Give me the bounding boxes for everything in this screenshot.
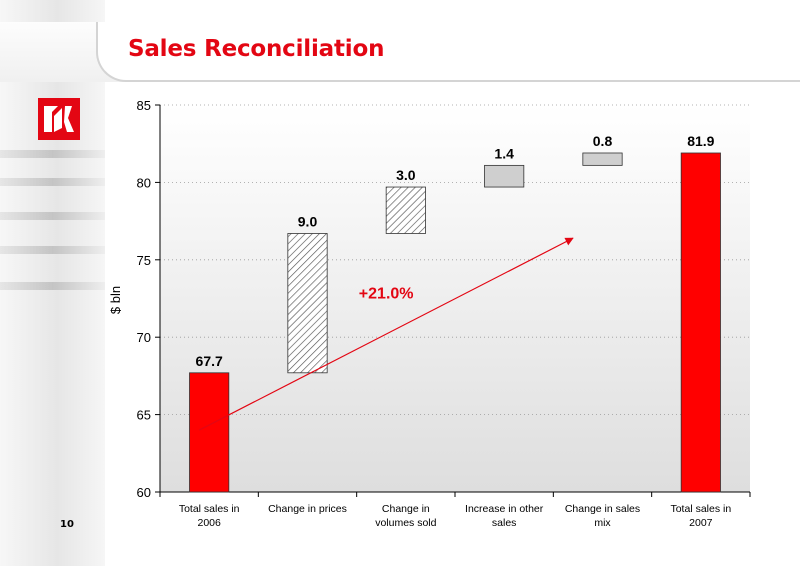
y-tick-label: 70 bbox=[137, 330, 151, 345]
growth-arrow bbox=[199, 237, 574, 431]
y-tick-label: 80 bbox=[137, 175, 151, 190]
x-tick-label: Increase in other sales bbox=[465, 503, 544, 529]
side-stripe bbox=[0, 282, 105, 290]
side-stripe bbox=[0, 178, 105, 186]
growth-annotation: +21.0% bbox=[359, 286, 414, 303]
logo-letter-k bbox=[64, 106, 74, 132]
total-bar bbox=[189, 372, 230, 493]
x-tick-label: Change in sales mix bbox=[565, 503, 640, 529]
page-title: Sales Reconciliation bbox=[128, 36, 385, 62]
page-number: 10 bbox=[60, 519, 74, 530]
y-tick-label: 85 bbox=[137, 98, 151, 113]
x-tick-label: Total sales in 2007 bbox=[670, 503, 731, 529]
x-tick-label: Change in prices bbox=[268, 503, 347, 515]
logo-letter-u bbox=[54, 108, 62, 132]
y-tick-label: 75 bbox=[137, 253, 151, 268]
x-tick-label: Total sales in 2006 bbox=[179, 503, 240, 529]
x-tick-label: Change in volumes sold bbox=[375, 503, 436, 529]
data-label: 9.0 bbox=[298, 213, 318, 229]
side-stripe bbox=[0, 212, 105, 220]
side-stripe bbox=[0, 150, 105, 158]
y-tick-label: 65 bbox=[137, 408, 151, 423]
company-logo bbox=[38, 98, 80, 140]
logo-letter-l bbox=[44, 106, 58, 132]
data-label: 67.7 bbox=[196, 353, 223, 369]
data-label: 3.0 bbox=[396, 167, 416, 183]
data-label: 0.8 bbox=[593, 133, 613, 149]
data-label: 1.4 bbox=[494, 145, 514, 161]
y-axis-label: $ bln bbox=[108, 286, 123, 314]
header-curve bbox=[96, 22, 800, 82]
side-stripe bbox=[0, 246, 105, 254]
increment-bar bbox=[582, 152, 623, 166]
waterfall-chart: $ bln 60 65 70 75 80 85 Total sales in 2006 Chan… bbox=[108, 98, 751, 529]
increment-bar bbox=[287, 233, 328, 374]
total-bar bbox=[680, 152, 721, 493]
increment-bar bbox=[385, 186, 426, 234]
increment-bar bbox=[484, 164, 525, 188]
y-tick-label: 60 bbox=[137, 485, 151, 500]
data-label: 81.9 bbox=[687, 133, 714, 149]
